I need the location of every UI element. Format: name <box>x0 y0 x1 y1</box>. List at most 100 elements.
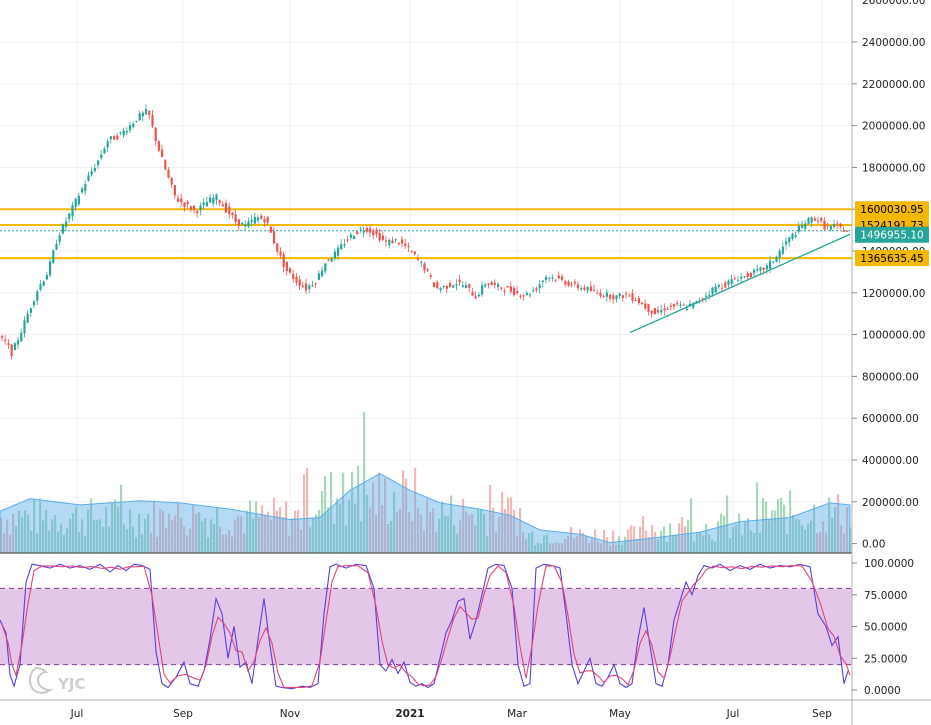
volume-bar <box>579 529 582 553</box>
volume-bar <box>417 508 420 553</box>
volume-bar <box>645 530 648 553</box>
candle-body <box>324 263 327 272</box>
candle-body <box>289 268 292 273</box>
candle-body <box>33 301 36 306</box>
time-tick-label: May <box>609 708 631 720</box>
volume-bar <box>204 518 207 553</box>
volume-bar <box>378 472 381 553</box>
volume-bar <box>252 518 255 553</box>
volume-bar <box>321 491 324 553</box>
candle-body <box>365 227 368 232</box>
candle-body <box>413 251 416 255</box>
volume-bar <box>522 532 525 553</box>
candle-body <box>215 194 218 201</box>
stochastic-pane <box>0 563 852 690</box>
volume-bar <box>444 515 447 553</box>
candle-body <box>132 123 135 128</box>
volume-bar <box>573 538 576 553</box>
candle-body <box>797 225 800 232</box>
candle-body <box>833 224 836 227</box>
candle-body <box>177 198 180 202</box>
volume-bar <box>102 527 105 553</box>
volume-bar <box>420 514 423 553</box>
candles <box>1 104 848 360</box>
volume-bar <box>483 513 486 553</box>
time-axis[interactable]: Jul Sep Nov 2021 Mar May Jul Sep <box>70 708 833 720</box>
candle-body <box>122 130 125 136</box>
candle-body <box>756 268 759 271</box>
candle-body <box>346 239 349 241</box>
candle-body <box>593 289 596 291</box>
volume-bar <box>231 536 234 553</box>
stoch-tick-label: 25.0000 <box>864 653 907 665</box>
volume-bar <box>264 515 267 553</box>
candle-body <box>58 235 61 242</box>
volume-bar <box>651 525 654 553</box>
candle-body <box>87 175 90 182</box>
candle-body <box>129 125 132 131</box>
candle-body <box>781 246 784 255</box>
candle-body <box>109 136 112 140</box>
candle-body <box>74 198 77 207</box>
price-axis[interactable]: 2600000.00 2400000.00 2200000.00 2000000.00… <box>852 0 925 551</box>
volume-bar <box>327 507 330 553</box>
candle-body <box>765 265 768 270</box>
volume-bar <box>258 517 261 553</box>
candle-body <box>829 226 832 230</box>
volume-bar <box>660 530 663 553</box>
candle-body <box>724 282 727 288</box>
volume-bar <box>216 508 219 553</box>
candle-body <box>330 258 333 262</box>
candle-body <box>340 244 343 250</box>
volume-bar <box>222 534 225 553</box>
candle-body <box>308 285 311 290</box>
candle-body <box>845 230 848 232</box>
volume-bar <box>810 520 813 553</box>
candle-body <box>714 286 717 293</box>
candle-body <box>167 169 170 178</box>
volume-bar <box>189 528 192 553</box>
volume-bar <box>510 497 513 553</box>
volume-bar <box>75 506 78 553</box>
candle-body <box>813 218 816 221</box>
volume-bar <box>351 471 354 553</box>
volume-bar <box>828 497 831 553</box>
volume-bar <box>159 508 162 553</box>
candle-body <box>317 273 320 280</box>
volume-bar <box>345 525 348 553</box>
volume-bar <box>57 531 60 553</box>
candle-body <box>381 235 384 240</box>
volume-bar <box>27 514 30 553</box>
candle-body <box>100 154 103 159</box>
trendline[interactable] <box>629 233 851 334</box>
candle-body <box>452 285 455 288</box>
volume-bar <box>804 529 807 553</box>
volume-bar <box>717 521 720 553</box>
price-tag-label: 1496955.10 <box>860 230 923 242</box>
candle-body <box>189 206 192 210</box>
volume-bar <box>339 503 342 553</box>
candle-body <box>186 201 189 205</box>
volume-bar <box>438 518 441 553</box>
candle-body <box>266 216 269 223</box>
candle-body <box>375 229 378 235</box>
candle-body <box>695 301 698 303</box>
candle-body <box>676 303 679 305</box>
volume-bar <box>111 502 114 553</box>
volume-bar <box>240 516 243 553</box>
volume-bar <box>708 534 711 553</box>
candle-body <box>138 113 141 121</box>
volume-bar <box>570 527 573 553</box>
volume-bar <box>648 537 651 553</box>
candle-body <box>231 213 234 216</box>
candle-body <box>628 295 631 297</box>
stochastic-axis[interactable]: 100.0000 75.0000 50.0000 25.0000 0.0000 <box>852 558 914 697</box>
candle-body <box>97 160 100 165</box>
candle-body <box>234 214 237 222</box>
volume-bar <box>318 509 321 553</box>
volume-bar <box>303 474 306 553</box>
volume-bar <box>840 524 843 553</box>
candle-body <box>1 336 4 338</box>
time-tick-label: Jul <box>726 708 740 720</box>
candle-body <box>807 217 810 224</box>
